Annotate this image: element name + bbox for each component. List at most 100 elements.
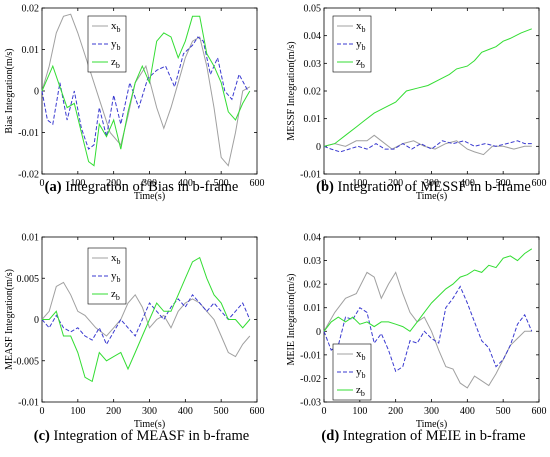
series-line-yb	[41, 36, 249, 150]
y-tick-label: 0.05	[304, 4, 322, 15]
legend-label-yb: yb	[111, 270, 121, 284]
chart-panel-1: 0 100 200 300 400 500 600 -0.02 -0.01 0 0.01 0.02 Ti…	[4, 4, 265, 203]
y-tick-label: -0.02	[300, 374, 321, 385]
y-tick-label: 0.03	[304, 59, 322, 70]
legend-label-main: z	[356, 384, 361, 396]
y-tick-label: -0.01	[18, 398, 39, 409]
panel-label: (d)	[321, 428, 339, 444]
x-tick-label: 500	[496, 406, 511, 417]
legend-label-main: y	[356, 366, 362, 378]
x-tick-label: 100	[70, 178, 85, 189]
y-tick-label: 0	[34, 87, 39, 98]
legend-label-yb: yb	[356, 38, 366, 52]
y-axis-label: MEASF Integration(m/s)	[4, 269, 15, 370]
legend-label-subscript: b	[117, 257, 121, 266]
chart-panel-3: 0 100 200 300 400 500 600 -0.01 -0.005 0 0.005 0.01…	[4, 233, 265, 445]
y-tick-label: 0.01	[22, 45, 40, 56]
y-tick-label: 0.01	[304, 114, 322, 125]
x-tick-label: 600	[250, 406, 265, 417]
y-tick-label: 0.04	[304, 233, 322, 244]
y-axis-label: Bias Integration(m/s)	[4, 48, 15, 133]
legend-label-subscript: b	[362, 43, 366, 52]
x-tick-label: 400	[460, 406, 475, 417]
x-tick-label: 500	[214, 178, 229, 189]
legend-label-main: z	[356, 56, 361, 68]
x-tick-label: 0	[40, 178, 45, 189]
series-line-zb	[323, 28, 532, 147]
y-tick-label: -0.01	[18, 128, 39, 139]
legend-label-xb: xb	[111, 20, 121, 34]
panel-caption-text: Integration of MEIE in b-frame	[339, 428, 525, 444]
legend-label-subscript: b	[116, 61, 120, 70]
legend-label-main: y	[111, 270, 117, 282]
y-tick-label: 0.02	[304, 280, 322, 291]
x-tick-label: 0	[40, 406, 45, 417]
legend-label-main: x	[356, 20, 362, 32]
legend-label-subscript: b	[362, 353, 366, 362]
x-tick-label: 300	[142, 406, 157, 417]
legend-label-yb: yb	[356, 366, 366, 380]
x-tick-label: 400	[178, 406, 193, 417]
x-tick-label: 200	[388, 178, 403, 189]
legend-label-zb: zb	[356, 56, 365, 70]
chart-panel-4: 0 100 200 300 400 500 600 -0.03 -0.02 -0.01 0 0.01 0…	[286, 233, 547, 445]
x-axis-label: Time(s)	[416, 419, 447, 430]
legend-label-zb: zb	[356, 384, 365, 398]
legend-label-subscript: b	[117, 43, 121, 52]
y-tick-label: 0	[34, 315, 39, 326]
x-tick-label: 300	[424, 406, 439, 417]
x-tick-label: 500	[214, 406, 229, 417]
panel-label: (b)	[316, 179, 334, 195]
x-tick-label: 600	[532, 406, 547, 417]
y-axis-label: MEIE Integration(m/s)	[286, 274, 297, 366]
x-tick-label: 500	[496, 178, 511, 189]
y-tick-label: -0.005	[13, 356, 39, 367]
x-tick-label: 300	[142, 178, 157, 189]
x-tick-label: 400	[460, 178, 475, 189]
series-line-zb	[323, 248, 533, 332]
panel-caption: (b) Integration of MESSF in b-frame	[316, 179, 531, 195]
x-tick-label: 600	[250, 178, 265, 189]
legend-label-xb: xb	[356, 20, 366, 34]
legend-label-yb: yb	[111, 38, 121, 52]
x-axis-label: Time(s)	[416, 191, 447, 202]
series-line-zb	[41, 15, 251, 167]
legend-label-main: z	[111, 288, 116, 300]
x-axis-label: Time(s)	[134, 419, 165, 430]
legend-label-main: y	[111, 38, 117, 50]
legend-label-subscript: b	[117, 275, 121, 284]
y-tick-label: 0	[316, 142, 321, 153]
panel-caption-text: Integration of MEASF in b-frame	[50, 428, 249, 444]
y-tick-label: 0.02	[22, 4, 40, 15]
panel-caption: (d) Integration of MEIE in b-frame	[321, 428, 525, 444]
x-axis-label: Time(s)	[134, 191, 165, 202]
x-tick-label: 200	[106, 406, 121, 417]
y-tick-label: -0.03	[300, 398, 321, 409]
chart-panel-2: 0 100 200 300 400 500 600-0.0100.010.020.030.0…	[286, 4, 547, 203]
x-tick-label: 600	[532, 178, 547, 189]
legend-label-subscript: b	[362, 25, 366, 34]
legend-label-xb: xb	[111, 252, 121, 266]
y-tick-label: 0.03	[304, 256, 322, 267]
series-line-xb	[41, 13, 251, 167]
legend-label-main: x	[111, 252, 117, 264]
y-axis-label: MESSF Integration(m/s)	[286, 41, 297, 140]
x-tick-label: 200	[388, 406, 403, 417]
x-tick-label: 100	[352, 178, 367, 189]
panel-caption-text: Integration of Bias in b-frame	[62, 179, 239, 195]
x-tick-label: 100	[352, 406, 367, 417]
legend-label-zb: zb	[111, 288, 120, 302]
panel-caption: (c) Integration of MEASF in b-frame	[34, 428, 249, 444]
legend-label-main: y	[356, 38, 362, 50]
legend-label-main: x	[111, 20, 117, 32]
series-line-yb	[323, 285, 533, 373]
legend-label-subscript: b	[361, 61, 365, 70]
x-tick-label: 0	[322, 406, 327, 417]
series-line-xb	[41, 281, 251, 358]
y-tick-label: -0.01	[300, 350, 321, 361]
legend-label-subscript: b	[362, 371, 366, 380]
y-tick-label: -0.01	[300, 170, 321, 181]
